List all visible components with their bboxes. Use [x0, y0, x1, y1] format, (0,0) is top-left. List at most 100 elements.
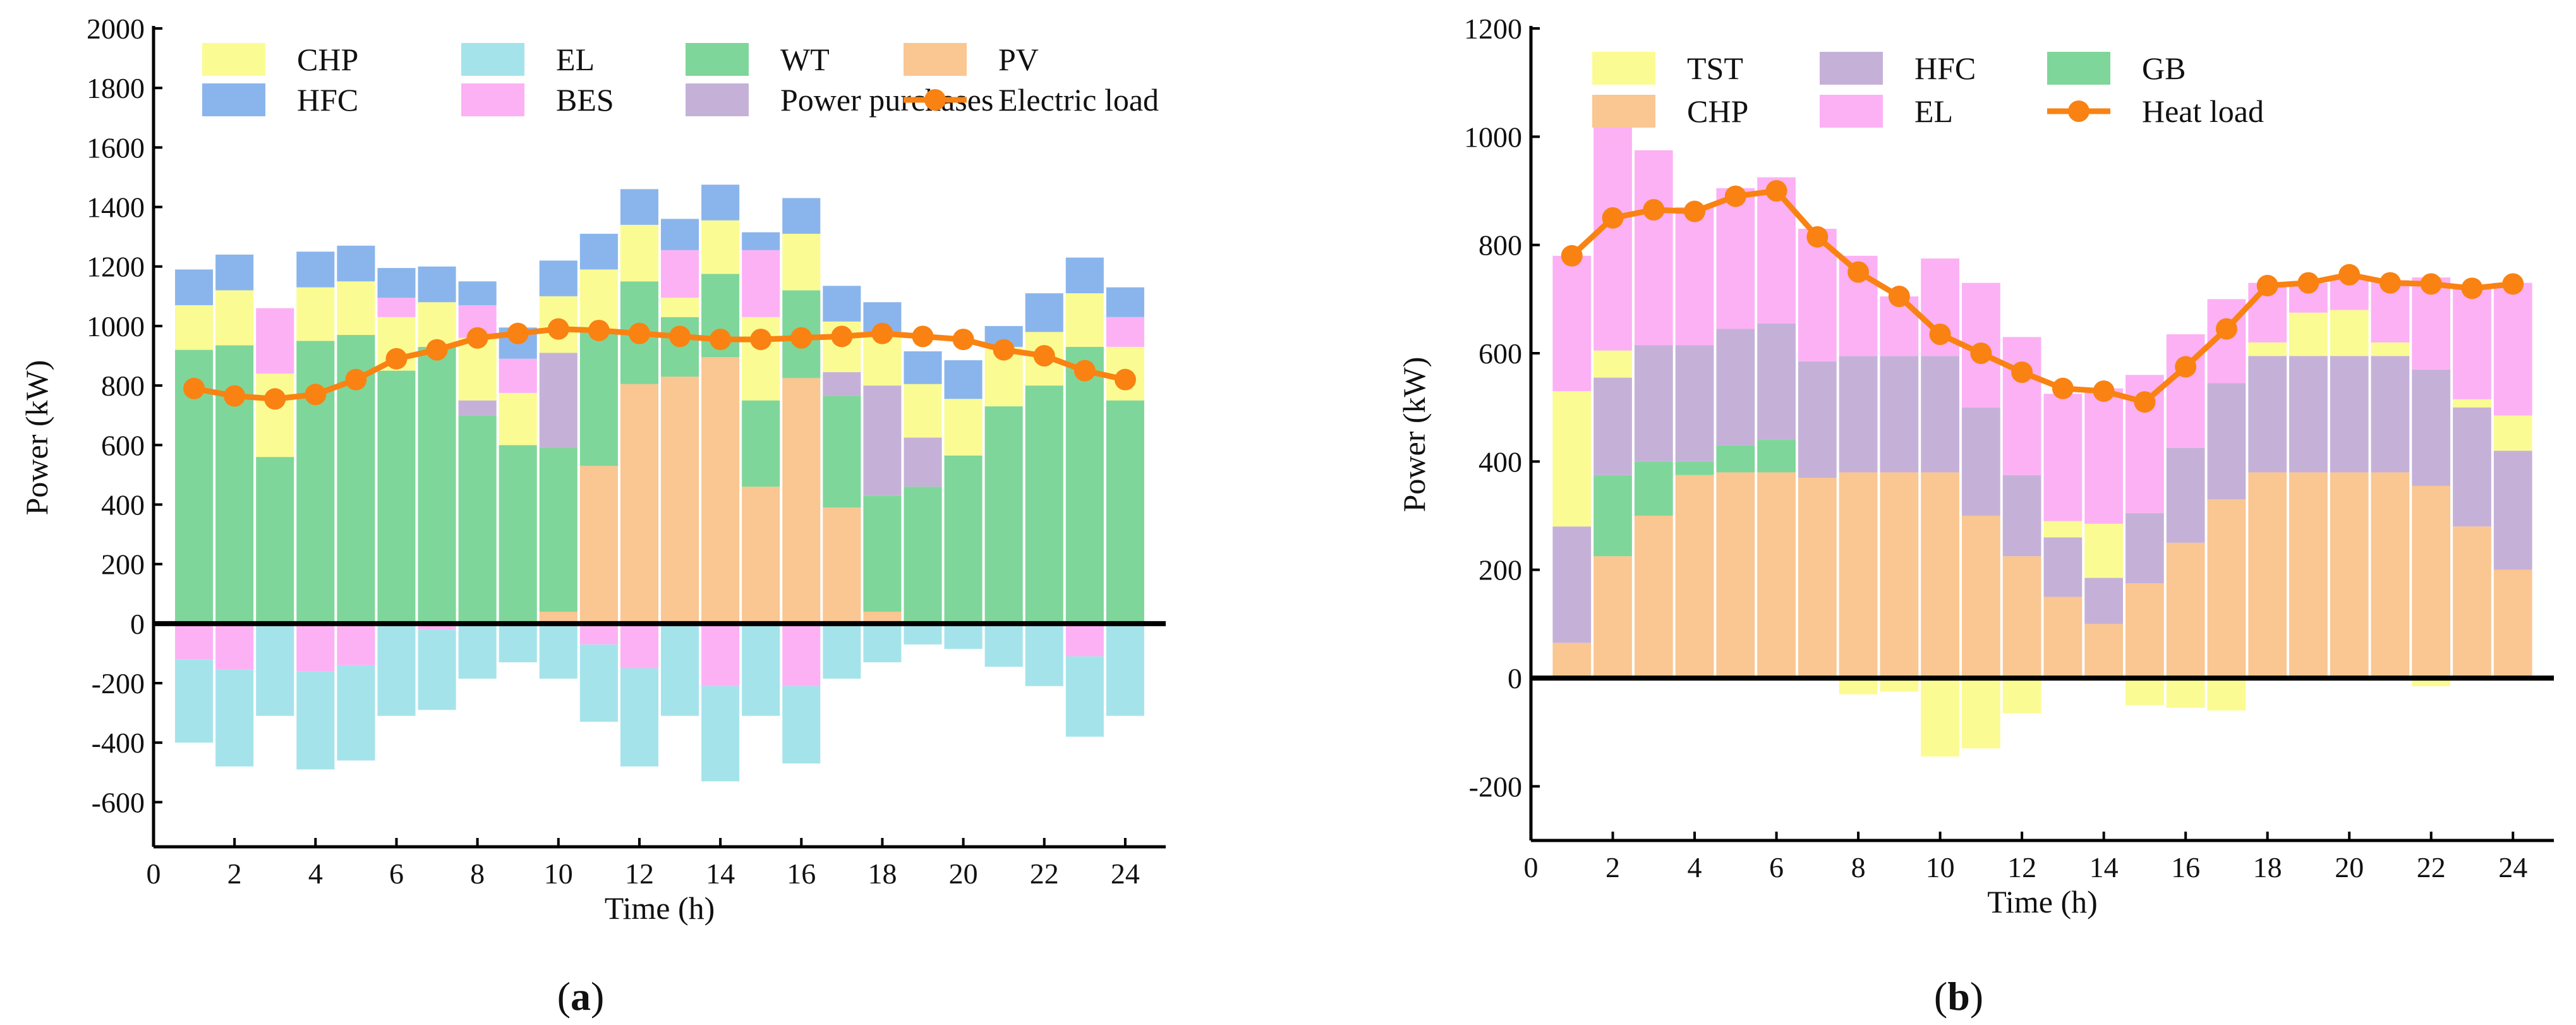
bar-hfc-t1 — [1552, 526, 1592, 643]
bar-power-purchases-t19 — [904, 437, 942, 487]
bar-chp-t12 — [2002, 556, 2041, 678]
bar-chp-t1 — [175, 305, 214, 350]
x-tick-label: 8 — [470, 858, 485, 890]
legend-swatch-power-purchases — [686, 83, 749, 116]
bar-chp-t4 — [296, 287, 335, 341]
bar-tst-t21 — [2371, 342, 2410, 356]
bar-hfc-t2 — [1593, 377, 1632, 475]
bar-el-t14 — [701, 686, 740, 782]
bar-hfc-t6 — [1757, 323, 1796, 440]
heat-load-point — [1970, 343, 1992, 364]
y-tick-label: -400 — [92, 727, 145, 759]
y-tick-label: 1600 — [87, 131, 145, 164]
bar-hfc-t14 — [701, 185, 740, 221]
heat-load-point — [2011, 361, 2033, 383]
legend-label-wt: WT — [780, 42, 830, 77]
bar-hfc-t23 — [1065, 257, 1104, 294]
bar-bes-t4 — [296, 623, 335, 672]
electric-load-point — [628, 322, 650, 344]
bar-el-t3 — [1634, 150, 1673, 346]
bar-pv-t12 — [620, 384, 658, 624]
x-tick-label: 22 — [1030, 858, 1059, 890]
bar-chp-t14 — [701, 220, 740, 274]
bar-wt-t8 — [458, 415, 497, 624]
electric-load-point — [993, 339, 1015, 361]
y-tick-label: 200 — [101, 549, 145, 581]
bar-bes-t7 — [418, 623, 456, 630]
legend-swatch-chp — [1592, 95, 1655, 128]
y-tick-label: 1200 — [1464, 13, 1522, 45]
bar-power-purchases-t10 — [539, 353, 577, 448]
bar-hfc-t19 — [2289, 356, 2328, 473]
bar-hfc-t7 — [1798, 361, 1837, 478]
heat-load-point — [2093, 380, 2115, 402]
bar-wt-t7 — [418, 346, 456, 624]
bar-el-t19 — [904, 623, 942, 645]
bar-chp-t13 — [2043, 597, 2083, 678]
legend-swatch-pv — [904, 43, 967, 76]
bar-chp-t6 — [1757, 472, 1796, 678]
y-tick-label: 800 — [101, 370, 145, 402]
y-tick-label: 600 — [101, 429, 145, 461]
bar-tst-t13 — [2043, 521, 2083, 538]
bar-hfc-t7 — [418, 266, 456, 303]
bar-hfc-t5 — [1716, 329, 1755, 446]
legend-label-electric-load: Electric load — [998, 82, 1159, 118]
bar-power-purchases-t18 — [863, 385, 902, 496]
bar-chp-t12 — [620, 224, 658, 282]
x-tick-label: 16 — [787, 858, 816, 890]
bar-wt-t21 — [984, 406, 1023, 624]
y-tick-label: 1000 — [87, 310, 145, 343]
bar-el-t9 — [499, 623, 537, 663]
bar-hfc-t2 — [215, 254, 254, 291]
legend-label-hfc: HFC — [297, 82, 358, 118]
electric-load-point — [385, 348, 408, 370]
bar-chp-t23 — [2453, 526, 2491, 678]
bar-wt-t24 — [1106, 400, 1144, 624]
bar-hfc-t11 — [579, 233, 618, 270]
bar-chp-t22 — [2412, 485, 2451, 678]
x-tick-label: 0 — [1524, 851, 1539, 883]
electric-load-point — [183, 377, 205, 399]
bar-tst-t20 — [2330, 310, 2369, 356]
bar-gb-t6 — [1757, 440, 1796, 473]
electric-load-point — [426, 339, 448, 361]
heat-load-point — [2256, 274, 2278, 296]
legend-swatch-tst — [1592, 52, 1655, 85]
heat-load-point — [1765, 180, 1787, 202]
bar-chp-t23 — [1065, 293, 1104, 347]
legend-swatch-bes — [461, 83, 524, 116]
bar-hfc-t16 — [2166, 447, 2205, 543]
x-tick-label: 2 — [1605, 851, 1620, 883]
bar-chp-t4 — [1675, 475, 1714, 678]
bar-tst-t19 — [2289, 312, 2328, 356]
bar-hfc-t22 — [1025, 293, 1063, 332]
bar-el-t3 — [256, 623, 294, 716]
bar-el-t12 — [2002, 337, 2041, 475]
bar-chp-t16 — [2166, 542, 2205, 678]
bar-chp-t17 — [2207, 499, 2246, 678]
legend-label-tst: TST — [1687, 51, 1743, 86]
y-tick-label: 1200 — [87, 251, 145, 283]
y-tick-label: 600 — [1478, 337, 1522, 370]
electric-load-point — [750, 329, 772, 351]
bar-pv-t11 — [579, 466, 618, 624]
bar-hfc-t20 — [2330, 356, 2369, 473]
heat-load-point — [1888, 286, 1910, 308]
heat-load-point — [2297, 272, 2319, 294]
bar-el-t12 — [620, 668, 658, 767]
x-tick-label: 24 — [1111, 858, 1140, 890]
bar-bes-t11 — [579, 623, 618, 645]
bar-hfc-t12 — [2002, 475, 2041, 557]
x-tick-label: 18 — [2253, 851, 2282, 883]
bar-el-t6 — [377, 623, 416, 716]
bar-chp-t19 — [904, 384, 942, 438]
x-tick-label: 22 — [2417, 851, 2446, 883]
bar-el-t1 — [1552, 255, 1592, 391]
bar-hfc-t8 — [458, 281, 497, 305]
x-tick-label: 6 — [1769, 851, 1784, 883]
bar-wt-t22 — [1025, 385, 1063, 624]
bar-power-purchases-t17 — [823, 372, 861, 396]
bar-wt-t11 — [579, 332, 618, 466]
